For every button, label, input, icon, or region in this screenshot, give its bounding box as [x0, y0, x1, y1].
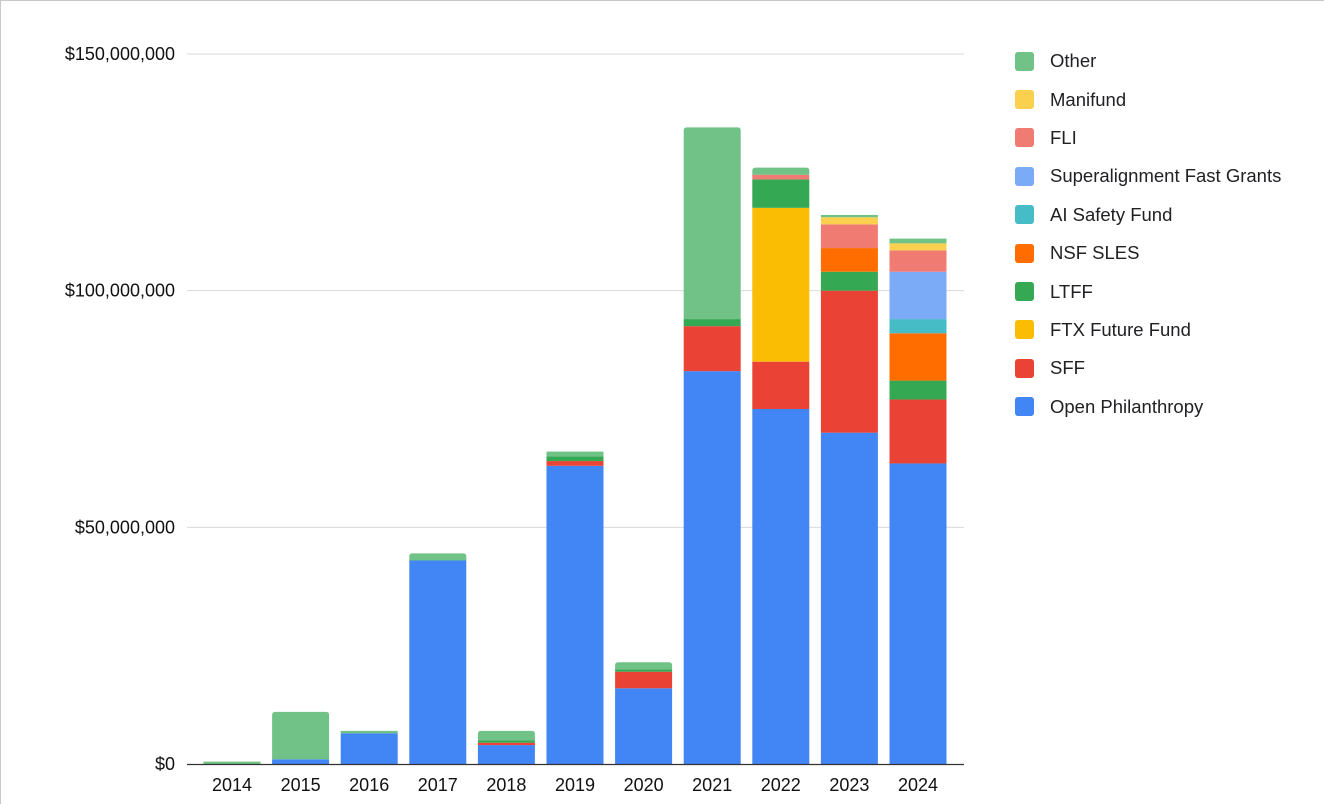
bar-segment	[820, 248, 878, 272]
x-tick-label: 2022	[761, 775, 801, 795]
bar-segment	[615, 671, 673, 689]
bar-segment	[683, 127, 741, 320]
bar-segment	[820, 217, 878, 225]
bar-segment	[820, 290, 878, 433]
legend-swatch	[1015, 205, 1034, 225]
bar-segment	[409, 553, 467, 561]
bar-segment	[615, 669, 673, 672]
chart-legend: Other Manifund FLI Superalignment Fast Gran…	[1015, 42, 1281, 426]
legend-label: NSF SLES	[1050, 242, 1140, 264]
x-tick-label: 2024	[898, 775, 938, 795]
bar-segment	[546, 465, 604, 764]
legend-swatch	[1015, 320, 1034, 340]
legend-item: FLI	[1015, 119, 1281, 157]
x-tick-label: 2019	[555, 775, 595, 795]
bar-segment	[820, 432, 878, 764]
legend-label: FTX Future Fund	[1050, 318, 1191, 340]
bar-segment	[752, 207, 810, 362]
y-tick-label: $0	[155, 754, 175, 774]
legend-swatch	[1015, 397, 1034, 417]
legend-item: Superalignment Fast Grants	[1015, 157, 1281, 195]
bar-segment	[477, 745, 535, 764]
legend-label: Other	[1050, 50, 1097, 72]
legend-item: Manifund	[1015, 80, 1281, 118]
x-tick-label: 2015	[281, 775, 321, 795]
legend-item: NSF SLES	[1015, 234, 1281, 272]
legend-label: SFF	[1050, 357, 1085, 379]
bar-segment	[546, 456, 604, 462]
bar-segment	[615, 662, 673, 670]
legend-item: Other	[1015, 42, 1281, 80]
legend-swatch	[1015, 358, 1034, 378]
bar-segment	[752, 174, 810, 180]
legend-item: Open Philanthropy	[1015, 388, 1281, 426]
bar-segment	[340, 733, 398, 764]
bar-segment	[889, 271, 947, 320]
bar-segment	[477, 740, 535, 743]
bar-segment	[889, 319, 947, 334]
bar-segment	[820, 224, 878, 249]
bar-segment	[820, 214, 878, 218]
bar-segment	[546, 451, 604, 457]
legend-swatch	[1015, 166, 1034, 186]
legend-label: Manifund	[1050, 88, 1127, 110]
y-tick-label: $150,000,000	[65, 44, 175, 64]
legend-item: AI Safety Fund	[1015, 196, 1281, 234]
bar-segment	[889, 399, 947, 464]
legend-label: Open Philanthropy	[1050, 395, 1204, 417]
legend-swatch	[1015, 90, 1034, 110]
y-tick-label: $100,000,000	[65, 281, 175, 301]
legend-swatch	[1015, 282, 1034, 302]
bar-segment	[272, 711, 330, 760]
bar-segment	[752, 179, 810, 208]
legend-swatch	[1015, 243, 1034, 263]
x-tick-label: 2023	[829, 775, 869, 795]
x-tick-label: 2016	[349, 775, 389, 795]
legend-label: LTFF	[1050, 280, 1093, 302]
bar-segment	[409, 560, 467, 764]
bar-segment	[889, 238, 947, 244]
bar-segment	[889, 463, 947, 764]
legend-item: LTFF	[1015, 272, 1281, 310]
legend-label: AI Safety Fund	[1050, 203, 1173, 225]
bar-segment	[820, 271, 878, 291]
bar-segment	[889, 250, 947, 272]
x-tick-label: 2014	[212, 775, 252, 795]
x-tick-label: 2018	[486, 775, 526, 795]
x-tick-label: 2021	[692, 775, 732, 795]
bar-segment	[340, 730, 398, 734]
bar-segment	[683, 371, 741, 764]
legend-item: SFF	[1015, 349, 1281, 387]
bar-segment	[889, 243, 947, 251]
legend-swatch	[1015, 128, 1034, 148]
x-tick-label: 2020	[624, 775, 664, 795]
legend-swatch	[1015, 51, 1034, 71]
bar-segment	[683, 319, 741, 327]
x-tick-label: 2017	[418, 775, 458, 795]
bar-segment	[477, 730, 535, 741]
bar-segment	[272, 759, 330, 764]
bar-segment	[615, 688, 673, 764]
y-tick-label: $50,000,000	[75, 517, 175, 537]
legend-label: FLI	[1050, 126, 1077, 148]
legend-label: Superalignment Fast Grants	[1050, 165, 1282, 187]
bar-segment	[752, 167, 810, 175]
bar-segment	[203, 761, 261, 764]
legend-item: FTX Future Fund	[1015, 311, 1281, 349]
bar-segment	[477, 742, 535, 746]
bar-segment	[889, 380, 947, 400]
bar-segment	[546, 461, 604, 466]
bar-segment	[752, 409, 810, 764]
bar-segment	[889, 333, 947, 381]
bar-segment	[683, 326, 741, 372]
bar-segment	[752, 361, 810, 409]
